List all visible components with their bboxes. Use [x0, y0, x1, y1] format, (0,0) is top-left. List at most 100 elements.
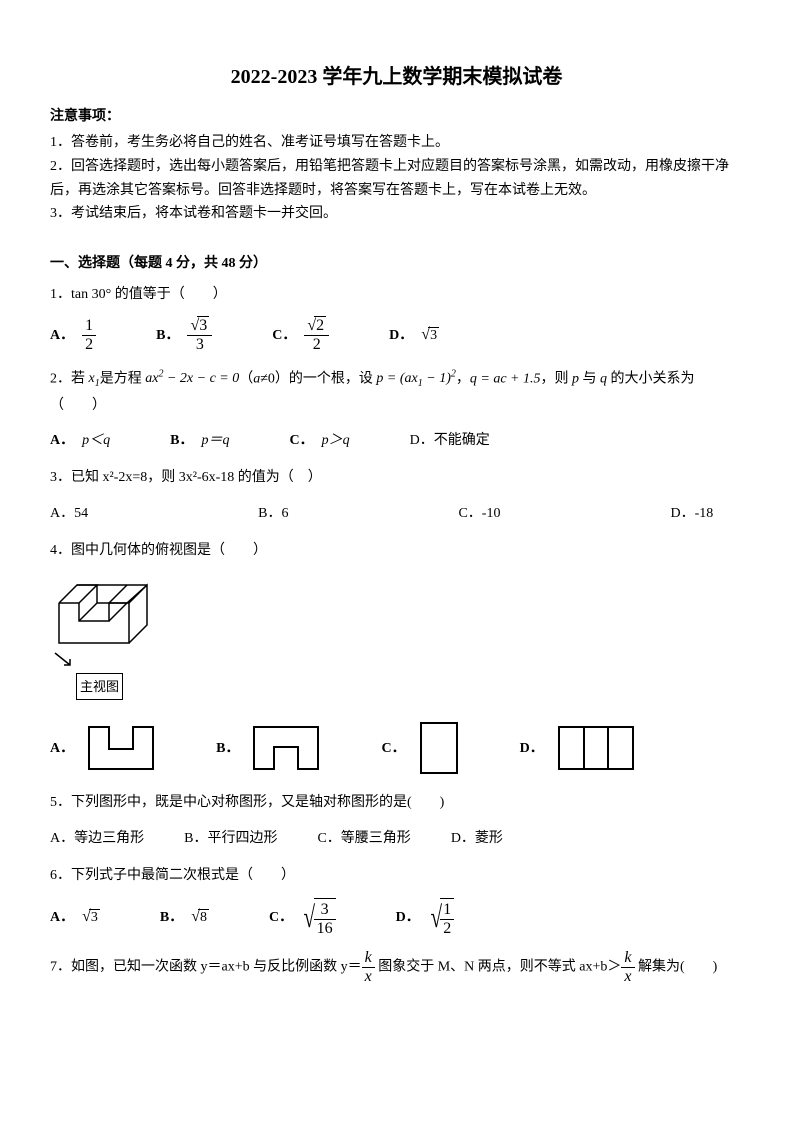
question-1: 1．tan 30° 的值等于（ ） A． 12 B． 33 C． 22 D． 3	[50, 282, 743, 353]
question-6: 6．下列式子中最简二次根式是（ ） A． 3 B． 8 C． √ 316 D． …	[50, 863, 743, 937]
q2-options: A． p＜q B． p＝q C． p＞q D．不能确定	[50, 428, 743, 453]
q6-sqrt-c: √ 316	[301, 898, 335, 937]
shape-b-icon	[251, 724, 321, 772]
instruction-1: 1．答卷前，考生务必将自己的姓名、准考证号填写在答题卡上。	[50, 131, 743, 155]
q5-opt-a: A．等边三角形	[50, 826, 144, 851]
q6-text: 6．下列式子中最简二次根式是（ ）	[50, 863, 743, 888]
q2-opt-a: A． p＜q	[50, 428, 110, 453]
q4-opt-c: C．	[381, 720, 459, 776]
q1-frac-b: 33	[187, 317, 212, 353]
q7-t3: 解集为( )	[635, 959, 718, 974]
q2-t6: ，则	[540, 371, 572, 386]
main-view-label: 主视图	[76, 673, 123, 700]
q6-opt-b: B． 8	[160, 903, 209, 932]
page-title: 2022-2023 学年九上数学期末模拟试卷	[50, 60, 743, 89]
q4-a-label: A．	[50, 736, 74, 761]
q6-d-label: D．	[396, 905, 420, 930]
q3-opt-d: D．-18	[670, 501, 713, 526]
q1-opt-a: A． 12	[50, 317, 96, 353]
q6-sqrt-a: 3	[82, 903, 100, 932]
q4-text: 4．图中几何体的俯视图是（ ）	[50, 538, 743, 563]
q2-f1: ax2 − 2x − c = 0	[145, 371, 239, 386]
q1-options: A． 12 B． 33 C． 22 D． 3	[50, 317, 743, 353]
q6-opt-c: C． √ 316	[269, 898, 336, 937]
q3-options: A．54 B．6 C．-10 D．-18	[50, 501, 743, 526]
q2-t7: 与	[579, 371, 600, 386]
q2-x1: x1	[89, 371, 100, 386]
q2-q: q	[600, 371, 607, 386]
question-5: 5．下列图形中，既是中心对称图形，又是轴对称图形的是( ) A．等边三角形 B．…	[50, 790, 743, 850]
q1-frac-a: 12	[82, 317, 96, 353]
q6-options: A． 3 B． 8 C． √ 316 D． √ 12	[50, 898, 743, 937]
q2-a-val: p＜q	[82, 428, 110, 453]
q4-d-label: D．	[520, 736, 544, 761]
question-3: 3．已知 x²-2x=8，则 3x²-6x-18 的值为（ ） A．54 B．6…	[50, 465, 743, 525]
q2-c-val: p＞q	[322, 428, 350, 453]
q6-a-label: A．	[50, 905, 74, 930]
q1-opt-d-label: D．	[389, 323, 413, 348]
q2-opt-b: B． p＝q	[170, 428, 229, 453]
question-4: 4．图中几何体的俯视图是（ ） 主视图 A．	[50, 538, 743, 777]
q2-d-val: D．不能确定	[410, 428, 490, 453]
q1-opt-b: B． 33	[156, 317, 212, 353]
q1-sqrt-d: 3	[421, 321, 439, 350]
q6-b-label: B．	[160, 905, 183, 930]
q4-shape-options: A． B． C． D．	[50, 720, 743, 776]
q7-text: 7．如图，已知一次函数 y＝ax+b 与反比例函数 y＝kx 图象交于 M、N …	[50, 949, 743, 985]
q4-opt-a: A．	[50, 724, 156, 772]
q2-text: 2．若 x1是方程 ax2 − 2x − c = 0（a≠0）的一个根，设 p …	[50, 366, 743, 419]
q5-text: 5．下列图形中，既是中心对称图形，又是轴对称图形的是( )	[50, 790, 743, 815]
q2-f3: q = ac + 1.5	[470, 371, 541, 386]
q1-opt-a-label: A．	[50, 323, 74, 348]
instructions-header: 注意事项：	[50, 105, 743, 125]
q4-3d-figure: 主视图	[54, 573, 743, 700]
q2-c-label: C．	[289, 428, 313, 453]
q2-t4: ≠0）的一个根，设	[260, 371, 376, 386]
q7-t2: 图象交于 M、N 两点，则不等式 ax+b＞	[375, 959, 622, 974]
shape-d-icon	[556, 724, 636, 772]
q6-c-label: C．	[269, 905, 293, 930]
question-7: 7．如图，已知一次函数 y＝ax+b 与反比例函数 y＝kx 图象交于 M、N …	[50, 949, 743, 985]
q2-p: p	[572, 371, 579, 386]
instruction-3: 3．考试结束后，将本试卷和答题卡一并交回。	[50, 202, 743, 226]
q2-t2: 是方程	[100, 371, 146, 386]
instruction-2: 2．回答选择题时，选出每小题答案后，用铅笔把答题卡上对应题目的答案标号涂黑，如需…	[50, 155, 743, 203]
q3-opt-c: C．-10	[458, 501, 500, 526]
q1-opt-b-label: B．	[156, 323, 179, 348]
q3-opt-b: B．6	[258, 501, 288, 526]
shape-c-icon	[418, 720, 460, 776]
shape-a-icon	[86, 724, 156, 772]
q2-t1: 2．若	[50, 371, 89, 386]
q2-f2: p = (ax1 − 1)2	[376, 371, 455, 386]
q5-opt-d: D．菱形	[451, 826, 503, 851]
q4-b-label: B．	[216, 736, 239, 761]
q1-opt-c-label: C．	[272, 323, 296, 348]
q7-t1: 7．如图，已知一次函数 y＝ax+b 与反比例函数 y＝	[50, 959, 362, 974]
q2-opt-c: C． p＞q	[289, 428, 349, 453]
q7-frac-1: kx	[362, 949, 375, 985]
question-2: 2．若 x1是方程 ax2 − 2x − c = 0（a≠0）的一个根，设 p …	[50, 366, 743, 454]
q4-c-label: C．	[381, 736, 405, 761]
3d-solid-icon	[54, 573, 154, 651]
section-1-header: 一、选择题（每题 4 分，共 48 分）	[50, 252, 743, 272]
q1-opt-c: C． 22	[272, 317, 329, 353]
q4-opt-d: D．	[520, 724, 636, 772]
q2-opt-d: D．不能确定	[410, 428, 490, 453]
q2-t3: （	[239, 371, 253, 386]
q3-opt-a: A．54	[50, 501, 88, 526]
arrow-icon	[52, 651, 82, 669]
q4-opt-b: B．	[216, 724, 321, 772]
q6-sqrt-b: 8	[191, 903, 209, 932]
q2-b-label: B．	[170, 428, 193, 453]
q5-opt-c: C．等腰三角形	[317, 826, 410, 851]
q2-b-val: p＝q	[201, 428, 229, 453]
q6-sqrt-d: √ 12	[428, 898, 454, 937]
q3-text: 3．已知 x²-2x=8，则 3x²-6x-18 的值为（ ）	[50, 465, 743, 490]
q5-options: A．等边三角形 B．平行四边形 C．等腰三角形 D．菱形	[50, 826, 743, 851]
q6-opt-d: D． √ 12	[396, 898, 455, 937]
q1-frac-c: 22	[304, 317, 329, 353]
q6-opt-a: A． 3	[50, 903, 100, 932]
q1-text: 1．tan 30° 的值等于（ ）	[50, 282, 743, 307]
q2-a-label: A．	[50, 428, 74, 453]
q5-opt-b: B．平行四边形	[184, 826, 277, 851]
